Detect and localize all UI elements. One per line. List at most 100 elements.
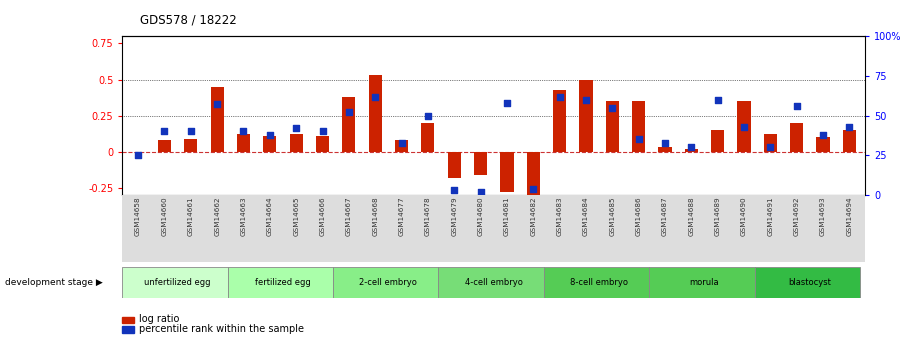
Bar	[290, 134, 303, 152]
Text: GSM14692: GSM14692	[794, 196, 800, 236]
Text: GSM14687: GSM14687	[662, 196, 668, 236]
Point	[553, 94, 567, 99]
Text: GSM14691: GSM14691	[767, 196, 774, 236]
Text: 4-cell embryo: 4-cell embryo	[465, 278, 523, 287]
Bar	[421, 123, 435, 152]
Bar	[333, 267, 439, 298]
Text: GSM14689: GSM14689	[715, 196, 720, 236]
Point	[658, 140, 672, 145]
Bar	[369, 75, 381, 152]
Text: GSM14694: GSM14694	[846, 196, 853, 236]
Point	[789, 103, 804, 109]
Point	[263, 132, 277, 137]
Text: log ratio: log ratio	[139, 314, 179, 324]
Point	[763, 145, 777, 150]
Text: GSM14661: GSM14661	[188, 196, 194, 236]
Point	[342, 110, 356, 115]
Text: GSM14663: GSM14663	[240, 196, 246, 236]
Point	[420, 113, 435, 118]
Text: GSM14684: GSM14684	[583, 196, 589, 236]
Point	[526, 186, 541, 191]
Text: 8-cell embryo: 8-cell embryo	[570, 278, 628, 287]
Text: GSM14660: GSM14660	[161, 196, 168, 236]
Point	[447, 187, 461, 193]
Bar	[122, 267, 227, 298]
Point	[289, 126, 304, 131]
Text: GSM14666: GSM14666	[320, 196, 325, 236]
Bar	[210, 87, 224, 152]
Point	[158, 129, 172, 134]
Point	[605, 105, 620, 110]
Point	[710, 97, 725, 102]
Text: GSM14693: GSM14693	[820, 196, 826, 236]
Text: GSM14662: GSM14662	[214, 196, 220, 236]
Text: GSM14679: GSM14679	[451, 196, 458, 236]
Text: 2-cell embryo: 2-cell embryo	[360, 278, 418, 287]
Text: percentile rank within the sample: percentile rank within the sample	[139, 325, 304, 334]
Text: GSM14683: GSM14683	[556, 196, 563, 236]
Bar	[474, 152, 487, 175]
Text: GSM14667: GSM14667	[346, 196, 352, 236]
Text: GSM14681: GSM14681	[504, 196, 510, 236]
Text: fertilized egg: fertilized egg	[255, 278, 311, 287]
Text: blastocyst: blastocyst	[788, 278, 832, 287]
Text: morula: morula	[689, 278, 719, 287]
Point	[315, 129, 330, 134]
Point	[368, 94, 382, 99]
Point	[236, 129, 251, 134]
Bar	[843, 130, 856, 152]
Point	[130, 152, 145, 158]
Point	[684, 145, 699, 150]
Point	[631, 137, 646, 142]
Text: GSM14688: GSM14688	[689, 196, 694, 236]
Text: unfertilized egg: unfertilized egg	[144, 278, 211, 287]
Bar	[764, 134, 777, 152]
Point	[500, 100, 515, 106]
Bar	[650, 267, 755, 298]
Bar	[755, 267, 860, 298]
Bar	[184, 139, 198, 152]
Bar	[122, 195, 865, 262]
Text: GSM14682: GSM14682	[530, 196, 536, 236]
Text: GSM14680: GSM14680	[477, 196, 484, 236]
Bar	[227, 267, 333, 298]
Bar	[544, 267, 650, 298]
Point	[579, 97, 593, 102]
Point	[184, 129, 198, 134]
Bar	[316, 136, 329, 152]
Bar	[790, 123, 804, 152]
Bar	[439, 267, 544, 298]
Bar	[236, 134, 250, 152]
Bar	[685, 149, 698, 152]
Bar	[395, 140, 408, 152]
Bar	[158, 140, 171, 152]
Text: GSM14665: GSM14665	[294, 196, 299, 236]
Bar	[606, 101, 619, 152]
Point	[210, 102, 225, 107]
Text: development stage ▶: development stage ▶	[5, 278, 102, 287]
Bar	[580, 79, 593, 152]
Bar	[342, 97, 355, 152]
Bar	[659, 147, 671, 152]
Bar	[632, 101, 645, 152]
Text: GSM14664: GSM14664	[267, 196, 273, 236]
Point	[815, 132, 830, 137]
Text: GSM14678: GSM14678	[425, 196, 431, 236]
Point	[473, 189, 487, 195]
Bar	[553, 90, 566, 152]
Text: GSM14668: GSM14668	[372, 196, 378, 236]
Text: GDS578 / 18222: GDS578 / 18222	[140, 14, 237, 27]
Bar	[448, 152, 461, 178]
Text: GSM14658: GSM14658	[135, 196, 141, 236]
Point	[843, 124, 857, 129]
Point	[394, 140, 409, 145]
Text: GSM14686: GSM14686	[636, 196, 641, 236]
Bar	[500, 152, 514, 192]
Point	[737, 124, 751, 129]
Bar	[711, 130, 724, 152]
Text: GSM14690: GSM14690	[741, 196, 747, 236]
Bar	[737, 101, 751, 152]
Bar	[816, 137, 830, 152]
Text: GSM14685: GSM14685	[610, 196, 615, 236]
Bar	[264, 136, 276, 152]
